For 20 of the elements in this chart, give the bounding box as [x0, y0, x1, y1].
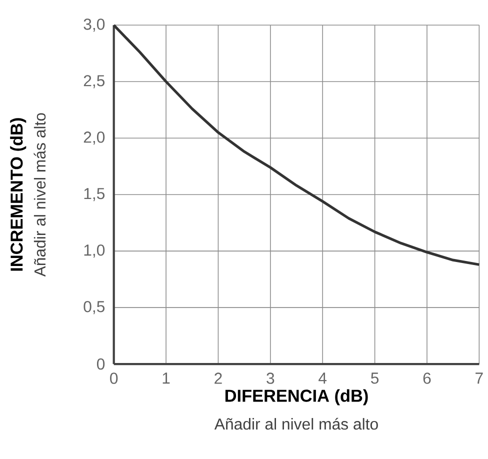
- text: Añadir al nivel más alto: [214, 418, 378, 430]
- x-tick-label: 6: [423, 372, 431, 384]
- x-tick-label: 1: [162, 372, 170, 384]
- y-tick-label: 0: [96, 358, 105, 370]
- x-tick-label: 0: [110, 372, 118, 384]
- y-tick-label: 1,0: [84, 244, 105, 258]
- text: Añadir al nivel más alto: [34, 113, 46, 277]
- x-tick-label: 7: [476, 372, 483, 384]
- x-tick-label: 2: [214, 372, 222, 384]
- x-axis-title: DIFERENCIA (dB): [225, 389, 368, 406]
- x-tick-label: 5: [371, 372, 379, 384]
- y-tick-label: 2,0: [84, 132, 105, 145]
- x-tick-label: 4: [318, 372, 327, 384]
- y-tick-label: 1,5: [84, 188, 105, 202]
- x-tick-label: 3: [266, 372, 274, 384]
- y-axis-title: INCREMENTO (dB): [10, 118, 26, 271]
- y-tick-label: 3,0: [84, 18, 105, 32]
- y-tick-label: 0,5: [84, 301, 105, 314]
- line-series: [112, 24, 480, 266]
- y-tick-label: 2,5: [84, 75, 105, 88]
